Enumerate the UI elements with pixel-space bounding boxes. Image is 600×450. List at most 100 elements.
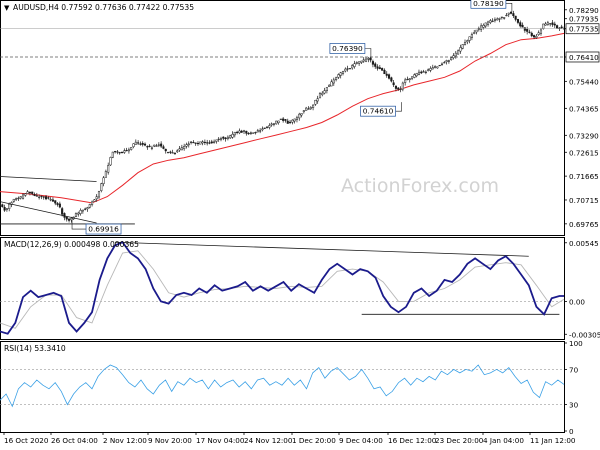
candle [15, 197, 18, 201]
candle-body [282, 118, 285, 121]
candle [493, 17, 496, 23]
candle [107, 162, 110, 175]
candle [440, 62, 444, 66]
candle-body [295, 117, 299, 120]
candle-body [312, 104, 315, 108]
candle-body [404, 79, 407, 83]
candle [160, 141, 163, 149]
candle-body [173, 153, 177, 155]
candle-body [91, 201, 94, 205]
candle [21, 193, 25, 200]
candle-body [371, 61, 374, 65]
candle [226, 135, 229, 141]
y-tick-label: 100 [569, 339, 583, 348]
candle-body [178, 148, 181, 151]
candle [314, 99, 317, 106]
candle-body [137, 142, 140, 144]
candle [289, 119, 292, 125]
candle [364, 56, 368, 63]
candle-body [224, 137, 227, 140]
candle [70, 216, 73, 223]
candle [215, 139, 218, 144]
candle [222, 136, 225, 141]
y-tick-label: 0.69765 [569, 220, 599, 229]
candle-body [275, 120, 278, 125]
candle-body [155, 145, 158, 147]
candle-body [300, 113, 303, 116]
candle-body [293, 118, 296, 122]
candle-body [542, 23, 545, 29]
candle-body [95, 196, 98, 200]
candle [270, 122, 273, 127]
candle [272, 123, 275, 127]
candle [558, 27, 561, 31]
macd-axis: 0.00545 0.00 -0.003054 [564, 239, 600, 339]
candle-body [153, 144, 156, 147]
candle [507, 12, 510, 18]
candle [217, 137, 220, 142]
candle-body [196, 142, 200, 145]
candle [169, 150, 172, 154]
candle-body [560, 26, 563, 29]
candle-body [15, 198, 18, 200]
candle [100, 182, 103, 193]
candle [44, 195, 48, 201]
candle-body [277, 120, 280, 123]
candle [367, 56, 370, 63]
rsi-panel-title: RSI(14) 53.3410 [4, 344, 66, 353]
candle [77, 211, 80, 217]
candle [194, 142, 197, 146]
rsi-panel-frame [0, 341, 565, 433]
candle-body [263, 127, 266, 129]
candle-body [480, 25, 483, 30]
swing-label: 0.76390 [332, 44, 363, 53]
candle [434, 65, 437, 69]
y-tick-label: 0.73290 [569, 131, 599, 140]
candle [183, 143, 186, 151]
candle [546, 20, 549, 26]
candle [242, 129, 246, 134]
candle [249, 131, 252, 135]
candle-body [521, 24, 524, 28]
y-tick-label: 0.78290 [569, 6, 599, 15]
candle [58, 201, 61, 209]
candle-body [323, 90, 326, 94]
y-tick-label: 0.71665 [569, 172, 599, 181]
candle [134, 139, 137, 145]
candle [394, 85, 398, 92]
candle [84, 207, 87, 211]
candle-body [330, 81, 333, 87]
candle-body [491, 20, 494, 22]
candle-body [427, 69, 430, 71]
moving-average-line [0, 32, 565, 204]
y-tick-label: 0.75440 [569, 77, 599, 86]
candle [549, 23, 552, 27]
signal-line [0, 250, 565, 329]
candle-body [148, 145, 151, 147]
candle [436, 66, 439, 69]
candle-body [272, 123, 275, 125]
candle [539, 27, 543, 36]
x-tick-label: 2 Nov 12:00 [103, 436, 147, 445]
candle-body [374, 63, 377, 67]
candle-body [127, 149, 130, 152]
candle [279, 118, 282, 120]
candle-body [364, 58, 368, 62]
candle [125, 147, 128, 152]
candle-body [261, 128, 264, 131]
candle-body [143, 143, 147, 146]
candle [206, 139, 209, 146]
candle-body [65, 216, 68, 220]
candle-body [217, 138, 220, 140]
candle-body [394, 85, 398, 89]
x-tick-label: 23 Dec 20:00 [435, 436, 484, 445]
candle-body [270, 123, 273, 126]
candle-body [530, 32, 533, 37]
candle [91, 200, 94, 207]
candle-body [486, 21, 490, 25]
candle-body [470, 34, 473, 38]
candle-body [549, 23, 552, 25]
candle [420, 70, 423, 75]
candle-body [3, 207, 6, 211]
watermark: ActionForex.com [341, 175, 499, 197]
